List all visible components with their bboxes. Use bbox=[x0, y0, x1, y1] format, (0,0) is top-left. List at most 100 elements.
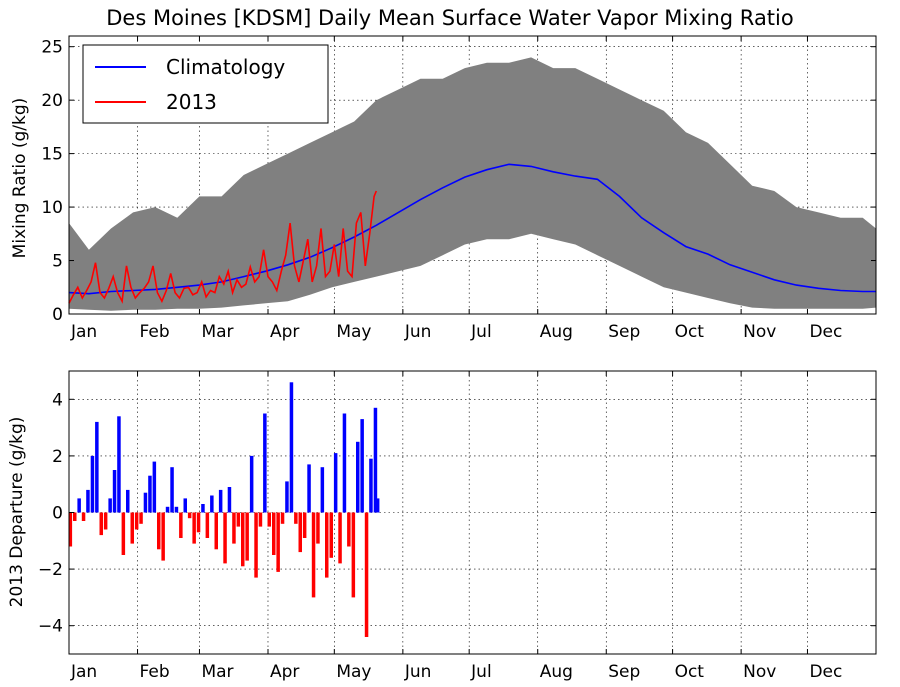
departure-bar-negative bbox=[351, 512, 356, 598]
departure-bar-negative bbox=[134, 512, 139, 530]
departure-bar-positive bbox=[369, 458, 373, 513]
departure-bar-positive bbox=[90, 455, 95, 513]
top-x-tick-label: Jan bbox=[70, 322, 97, 342]
departure-bar-negative bbox=[214, 512, 218, 550]
departure-bar-positive bbox=[360, 419, 364, 513]
departure-bar-positive bbox=[148, 475, 152, 513]
bottom-x-tick-label: Jan bbox=[70, 662, 97, 682]
top-plot-frame bbox=[68, 35, 877, 315]
bottom-x-tick-label: Jun bbox=[404, 662, 432, 682]
bottom-x-tick-label: Dec bbox=[809, 662, 842, 682]
departure-bar-negative bbox=[276, 512, 280, 572]
bottom-x-tick-label: Apr bbox=[270, 662, 299, 682]
departure-bar-negative bbox=[258, 512, 263, 527]
departure-bar-positive bbox=[152, 461, 157, 513]
departure-bar-negative bbox=[236, 512, 241, 527]
top-x-tick-label: Sep bbox=[608, 322, 640, 342]
departure-bar-negative bbox=[121, 512, 126, 555]
departure-bar-negative bbox=[347, 512, 351, 547]
departure-bar-positive bbox=[201, 504, 205, 513]
departure-bar-negative bbox=[130, 512, 134, 544]
departure-bar-positive bbox=[174, 506, 179, 513]
departure-bar-positive bbox=[342, 413, 347, 513]
departure-bar-negative bbox=[298, 512, 302, 553]
departure-bar-negative bbox=[187, 512, 192, 519]
bottom-y-tick-label: −2 bbox=[38, 560, 63, 580]
departure-bar-negative bbox=[196, 512, 201, 533]
departure-bar-negative bbox=[68, 512, 73, 547]
departure-bar-positive bbox=[170, 467, 174, 513]
bottom-x-tick-label: Feb bbox=[140, 662, 170, 682]
departure-bar-negative bbox=[223, 512, 227, 564]
departure-bar-negative bbox=[73, 512, 77, 521]
top-x-tick-label: Dec bbox=[809, 322, 842, 342]
departure-bar-positive bbox=[333, 453, 338, 513]
departure-bar-positive bbox=[77, 498, 81, 513]
bottom-panel: Jan Feb Mar Apr May Jun Jul Aug Sep Oct Nov Dec −4 −2… bbox=[7, 370, 877, 682]
chart-title: Des Moines [KDSM] Daily Mean Surface Wat… bbox=[106, 6, 793, 30]
bottom-x-tick-label: Oct bbox=[675, 662, 705, 682]
departure-bar-positive bbox=[86, 489, 90, 513]
top-y-tick-label: 5 bbox=[52, 252, 63, 272]
top-ticks: Jan Feb Mar Apr May Jun Jul Aug Sep Oct Nov Dec 0 5 10… bbox=[41, 36, 876, 342]
departure-bar-negative bbox=[99, 512, 103, 536]
top-y-tick-label: 20 bbox=[41, 91, 63, 111]
bottom-y-axis-label: 2013 Departure (g/kg) bbox=[7, 417, 27, 608]
top-x-tick-label: Feb bbox=[140, 322, 170, 342]
departure-bar-positive bbox=[285, 481, 289, 513]
bottom-x-tick-label: May bbox=[336, 662, 371, 682]
legend-2013-label: 2013 bbox=[166, 90, 217, 114]
top-y-tick-label: 10 bbox=[41, 198, 63, 218]
bottom-y-tick-label: 0 bbox=[52, 504, 63, 524]
departure-bar-positive bbox=[373, 407, 378, 513]
departure-bar-negative bbox=[325, 512, 329, 578]
bottom-x-tick-label: Nov bbox=[743, 662, 776, 682]
legend-climatology-label: Climatology bbox=[166, 55, 285, 79]
bottom-y-tick-label: −4 bbox=[38, 617, 63, 637]
departure-bar-positive bbox=[183, 498, 187, 513]
top-y-tick-label: 0 bbox=[52, 305, 63, 325]
departure-bar-positive bbox=[249, 455, 254, 513]
departure-bar-positive bbox=[117, 416, 121, 513]
top-y-tick-label: 15 bbox=[41, 145, 63, 165]
departure-bar-negative bbox=[364, 512, 369, 637]
top-x-tick-label: Mar bbox=[201, 322, 233, 342]
departure-bar-negative bbox=[272, 512, 276, 555]
departure-bar-negative bbox=[338, 512, 342, 564]
bottom-x-tick-label: Sep bbox=[608, 662, 640, 682]
departure-bar-negative bbox=[254, 512, 258, 578]
departure-bar-negative bbox=[192, 512, 196, 544]
legend-box bbox=[82, 44, 329, 124]
range-band bbox=[69, 57, 876, 311]
departure-bar-positive bbox=[375, 498, 380, 513]
departure-bar-negative bbox=[294, 512, 298, 524]
bottom-x-tick-label: Jul bbox=[470, 662, 492, 682]
departure-bar-negative bbox=[316, 512, 320, 544]
bottom-y-tick-label: 2 bbox=[52, 447, 63, 467]
departure-bar-negative bbox=[157, 512, 161, 550]
departure-bar-positive bbox=[210, 495, 214, 513]
departure-bar-negative bbox=[179, 512, 183, 538]
bottom-y-tick-label: 4 bbox=[52, 390, 63, 410]
departure-bar-positive bbox=[143, 492, 148, 513]
top-x-tick-label: Jul bbox=[470, 322, 492, 342]
departure-bar-negative bbox=[161, 512, 165, 561]
departure-bar-positive bbox=[307, 464, 311, 513]
bottom-ticks: Jan Feb Mar Apr May Jun Jul Aug Sep Oct Nov Dec −4 −2… bbox=[38, 371, 876, 682]
departure-bar-negative bbox=[280, 512, 285, 524]
year-2013-line bbox=[68, 190, 378, 304]
top-x-tick-label: Aug bbox=[540, 322, 573, 342]
departure-bars bbox=[68, 382, 380, 637]
top-y-axis-label: Mixing Ratio (g/kg) bbox=[10, 98, 30, 259]
departure-bar-negative bbox=[232, 512, 236, 544]
top-x-tick-label: Oct bbox=[675, 322, 705, 342]
departure-bar-positive bbox=[289, 382, 294, 513]
top-x-tick-label: May bbox=[336, 322, 371, 342]
departure-bar-positive bbox=[218, 489, 223, 513]
departure-bar-negative bbox=[241, 512, 245, 567]
top-panel: Jan Feb Mar Apr May Jun Jul Aug Sep Oct Nov Dec 0 5 10… bbox=[10, 35, 877, 342]
departure-bar-positive bbox=[263, 413, 267, 513]
departure-bar-positive bbox=[112, 470, 117, 513]
departure-bar-negative bbox=[245, 512, 249, 561]
